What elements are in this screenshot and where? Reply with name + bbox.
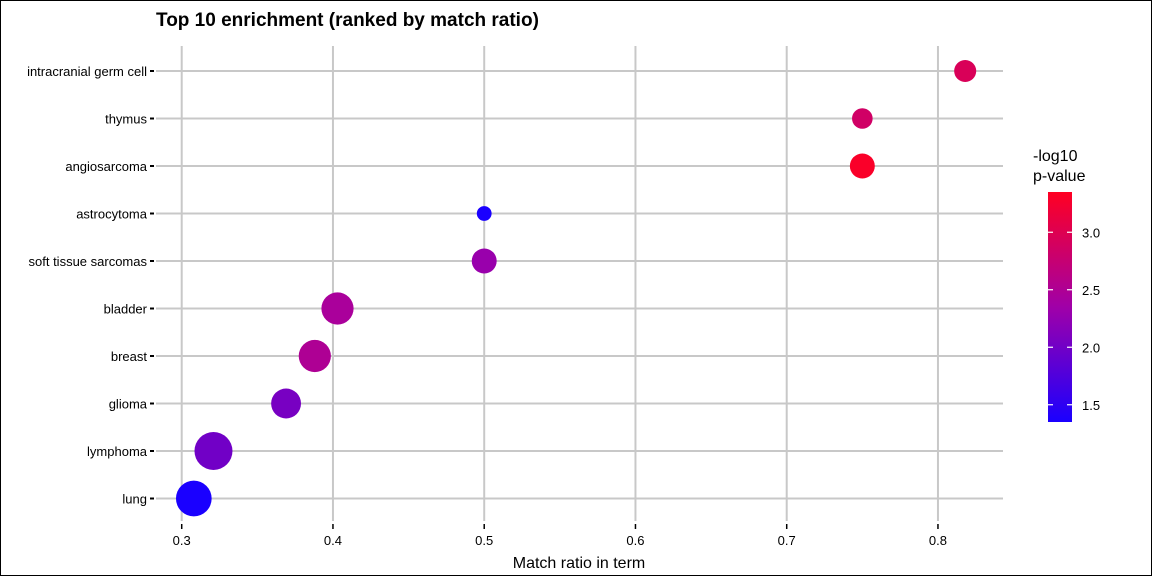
data-point — [476, 206, 492, 221]
legend-tick-label: 3.0 — [1082, 225, 1100, 240]
x-tick-label: 0.7 — [778, 533, 796, 548]
data-point — [852, 108, 873, 129]
data-point — [194, 432, 233, 470]
y-tick-label: lymphoma — [87, 444, 148, 459]
x-tick-label: 0.5 — [475, 533, 493, 548]
y-tick-label: breast — [111, 349, 148, 364]
data-point — [471, 248, 497, 274]
y-tick-label: intracranial germ cell — [27, 64, 147, 79]
y-tick-label: angiosarcoma — [65, 159, 147, 174]
y-tick-label: astrocytoma — [76, 207, 148, 222]
y-tick-label: thymus — [105, 112, 147, 127]
x-tick-label: 0.8 — [929, 533, 947, 548]
x-tick-label: 0.3 — [173, 533, 191, 548]
y-tick-label: soft tissue sarcomas — [29, 254, 148, 269]
chart-title: Top 10 enrichment (ranked by match ratio… — [156, 10, 539, 31]
data-point — [954, 59, 977, 83]
legend-tick-label: 2.0 — [1082, 340, 1100, 355]
data-point — [321, 292, 354, 325]
x-tick-label: 0.6 — [626, 533, 644, 548]
x-tick-label: 0.4 — [324, 533, 342, 548]
data-point — [175, 480, 212, 517]
legend-ticks: 1.5 2.0 2.5 3.0 — [1048, 225, 1100, 413]
legend-title-line-2: p-value — [1033, 168, 1086, 185]
y-tick-label: bladder — [104, 302, 148, 317]
data-point — [849, 153, 875, 179]
y-axis: intracranial germ cell thymus angiosarcoma… — [27, 64, 154, 507]
data-point — [271, 388, 302, 419]
x-axis-title: Match ratio in term — [513, 555, 645, 572]
y-tick-label: glioma — [109, 397, 148, 412]
data-point — [298, 339, 331, 373]
legend-title-line-1: -log10 — [1033, 148, 1078, 165]
color-legend: -log10 p-value 1.5 2.0 2.5 3.0 — [1033, 148, 1100, 422]
x-axis: 0.3 0.4 0.5 0.6 0.7 0.8 — [173, 524, 947, 548]
legend-tick-label: 1.5 — [1082, 398, 1100, 413]
data-points — [175, 59, 977, 517]
y-tick-label: lung — [122, 492, 147, 507]
legend-tick-label: 2.5 — [1082, 283, 1100, 298]
grid-lines — [156, 46, 1003, 521]
legend-color-bar — [1048, 192, 1072, 422]
